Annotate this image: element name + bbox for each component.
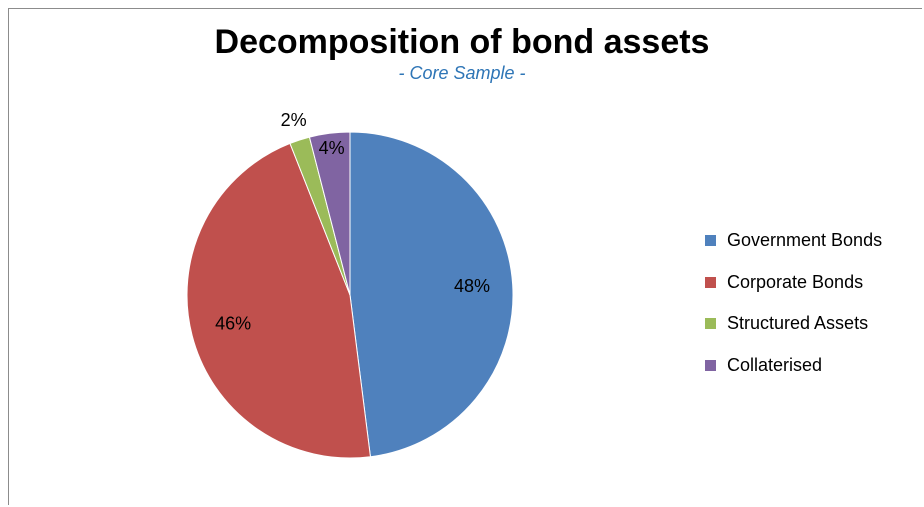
legend-item-corporate-bonds: Corporate Bonds [705, 262, 882, 304]
legend-item-collaterised: Collaterised [705, 345, 882, 387]
data-label: 2% [281, 110, 307, 130]
data-label: 46% [215, 314, 251, 334]
legend-item-structured-assets: Structured Assets [705, 303, 882, 345]
pie-slice-collaterised [308, 131, 351, 296]
legend-label: Government Bonds [727, 230, 883, 251]
legend-item-government-bonds: Government Bonds [705, 220, 882, 262]
legend-swatch [705, 276, 716, 288]
legend-swatch [705, 318, 716, 330]
legend-swatch [705, 235, 716, 247]
legend: Government Bonds Corporate Bonds Structu… [705, 220, 882, 386]
data-label: 4% [319, 138, 345, 158]
chart-subtitle: - Core Sample - [398, 63, 526, 83]
chart-frame [8, 8, 922, 505]
data-label: 48% [454, 276, 490, 296]
chart-title: Decomposition of bond assets [214, 23, 710, 61]
legend-swatch [705, 359, 716, 371]
pie-slice-corporate-bonds [186, 142, 371, 459]
legend-label: Corporate Bonds [727, 271, 864, 292]
legend-label: Structured Assets [727, 313, 869, 334]
legend-label: Collaterised [727, 354, 823, 375]
pie-slice-government-bonds [349, 131, 514, 458]
